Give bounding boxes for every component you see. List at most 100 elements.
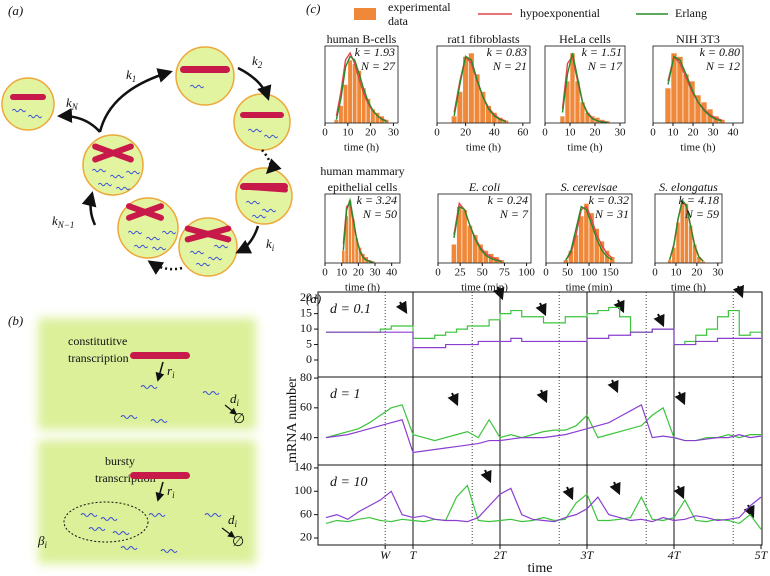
x-tick-label: 0 xyxy=(652,267,658,279)
subscript: i xyxy=(235,519,238,529)
subscript: i xyxy=(172,490,175,500)
y-tick-label: 20 xyxy=(300,530,312,544)
d-label: d = 10 xyxy=(330,475,367,490)
math-label: βi xyxy=(37,533,47,550)
math-label: kN xyxy=(66,95,79,112)
x-tick-label: 2T xyxy=(494,548,508,562)
bar xyxy=(333,119,339,124)
x-tick-label: 40 xyxy=(728,127,740,139)
fit-curve xyxy=(667,55,723,122)
x-tick-label: 10 xyxy=(668,127,680,139)
k-label: k = 0.24 xyxy=(488,193,528,207)
symbol: d xyxy=(228,512,235,527)
x-tick-label: T xyxy=(410,548,418,562)
fit-curve xyxy=(335,55,387,123)
x-tick-label: 60 xyxy=(517,127,529,139)
n-label: N = 59 xyxy=(684,207,719,221)
subscript: i xyxy=(272,243,275,253)
y-tick-label: 140 xyxy=(294,460,312,474)
bar xyxy=(342,84,349,124)
bar xyxy=(664,87,672,124)
subplot-title: S. elongatus xyxy=(659,180,718,194)
subscript: 1 xyxy=(132,74,137,84)
axes-frame xyxy=(324,45,399,124)
y-tick-label: 40 xyxy=(300,429,312,443)
y-tick-label: 100 xyxy=(294,483,312,497)
x-tick-label: 150 xyxy=(602,267,619,279)
axes-frame xyxy=(544,45,626,124)
x-tick-label: 100 xyxy=(518,267,535,279)
fit-curve xyxy=(342,197,374,264)
bar xyxy=(559,115,566,124)
panel-b: (b) constitutitve transcription bursty t… xyxy=(8,313,256,564)
math-label: di xyxy=(228,512,238,529)
box xyxy=(38,318,256,430)
subplot-title: E. coli xyxy=(468,180,500,194)
empty-set: ∅ xyxy=(233,412,245,427)
d-label: d = 1 xyxy=(330,387,360,402)
axes-frame xyxy=(317,464,763,546)
k-label: k = 3.24 xyxy=(357,193,397,207)
math-label: di xyxy=(230,391,240,408)
fit-curve xyxy=(565,205,613,261)
legend-label: experimental xyxy=(388,0,451,14)
bar xyxy=(667,259,673,264)
x-tick-label: 30 xyxy=(708,127,720,139)
math-label: k2 xyxy=(252,53,263,70)
symbol: k xyxy=(266,236,272,251)
symbol: d xyxy=(230,391,237,406)
bar xyxy=(578,215,585,264)
subplot-title: NIH 3T3 xyxy=(676,32,720,46)
fit-curve xyxy=(561,52,608,124)
legend-label: Erlang xyxy=(675,6,707,20)
y-tick-label: 0 xyxy=(306,352,312,366)
x-tick-label: 30 xyxy=(388,127,400,139)
x-tick-label: 0 xyxy=(542,127,548,139)
k-label: k = 4.18 xyxy=(679,193,719,207)
axes-frame xyxy=(317,376,763,466)
symbol: r xyxy=(167,363,173,378)
bar xyxy=(341,250,346,264)
symbol: r xyxy=(167,483,173,498)
n-label: N = 21 xyxy=(492,59,527,73)
n-label: N = 31 xyxy=(594,207,629,221)
trace xyxy=(326,328,761,349)
k-label: k = 0.83 xyxy=(487,45,527,59)
x-axis-label: time (h) xyxy=(671,282,706,294)
subscript: N xyxy=(71,102,79,112)
symbol: k xyxy=(66,95,72,110)
x-tick-label: 20 xyxy=(590,127,602,139)
x-tick-label: 10 xyxy=(670,267,682,279)
x-tick-label: 5T xyxy=(755,548,769,562)
fit-curve xyxy=(453,201,503,262)
fit-curve xyxy=(453,55,506,123)
panel-label: (c) xyxy=(306,1,320,16)
fit-curve xyxy=(565,205,613,261)
x-tick-label: 30 xyxy=(712,267,724,279)
x-tick-label: W xyxy=(380,548,391,562)
n-label: N = 7 xyxy=(499,207,529,221)
fit-curve xyxy=(453,205,502,263)
x-tick-label: 0 xyxy=(322,127,328,139)
b-shapes xyxy=(63,352,238,554)
k-label: k = 0.32 xyxy=(589,193,629,207)
x-tick-label: 20 xyxy=(691,267,703,279)
y-tick-label: 80 xyxy=(300,370,312,384)
axes-frame xyxy=(652,45,744,124)
math-label: kN−1 xyxy=(52,213,74,230)
x-axis-label: time (min) xyxy=(566,282,613,294)
x-tick-label: 0 xyxy=(435,267,441,279)
bar xyxy=(451,115,458,124)
panel-label: (a) xyxy=(8,3,23,18)
x-tick-label: 20 xyxy=(353,267,365,279)
x-tick-label: 25 xyxy=(455,267,467,279)
axes-frame xyxy=(436,45,531,124)
axes-frame xyxy=(324,193,401,264)
trace xyxy=(325,403,762,454)
panel-label: (b) xyxy=(8,313,23,328)
empty-set: ∅ xyxy=(232,535,244,550)
x-tick-label: 4T xyxy=(668,548,682,562)
legend-label: hypoexponential xyxy=(520,6,601,20)
